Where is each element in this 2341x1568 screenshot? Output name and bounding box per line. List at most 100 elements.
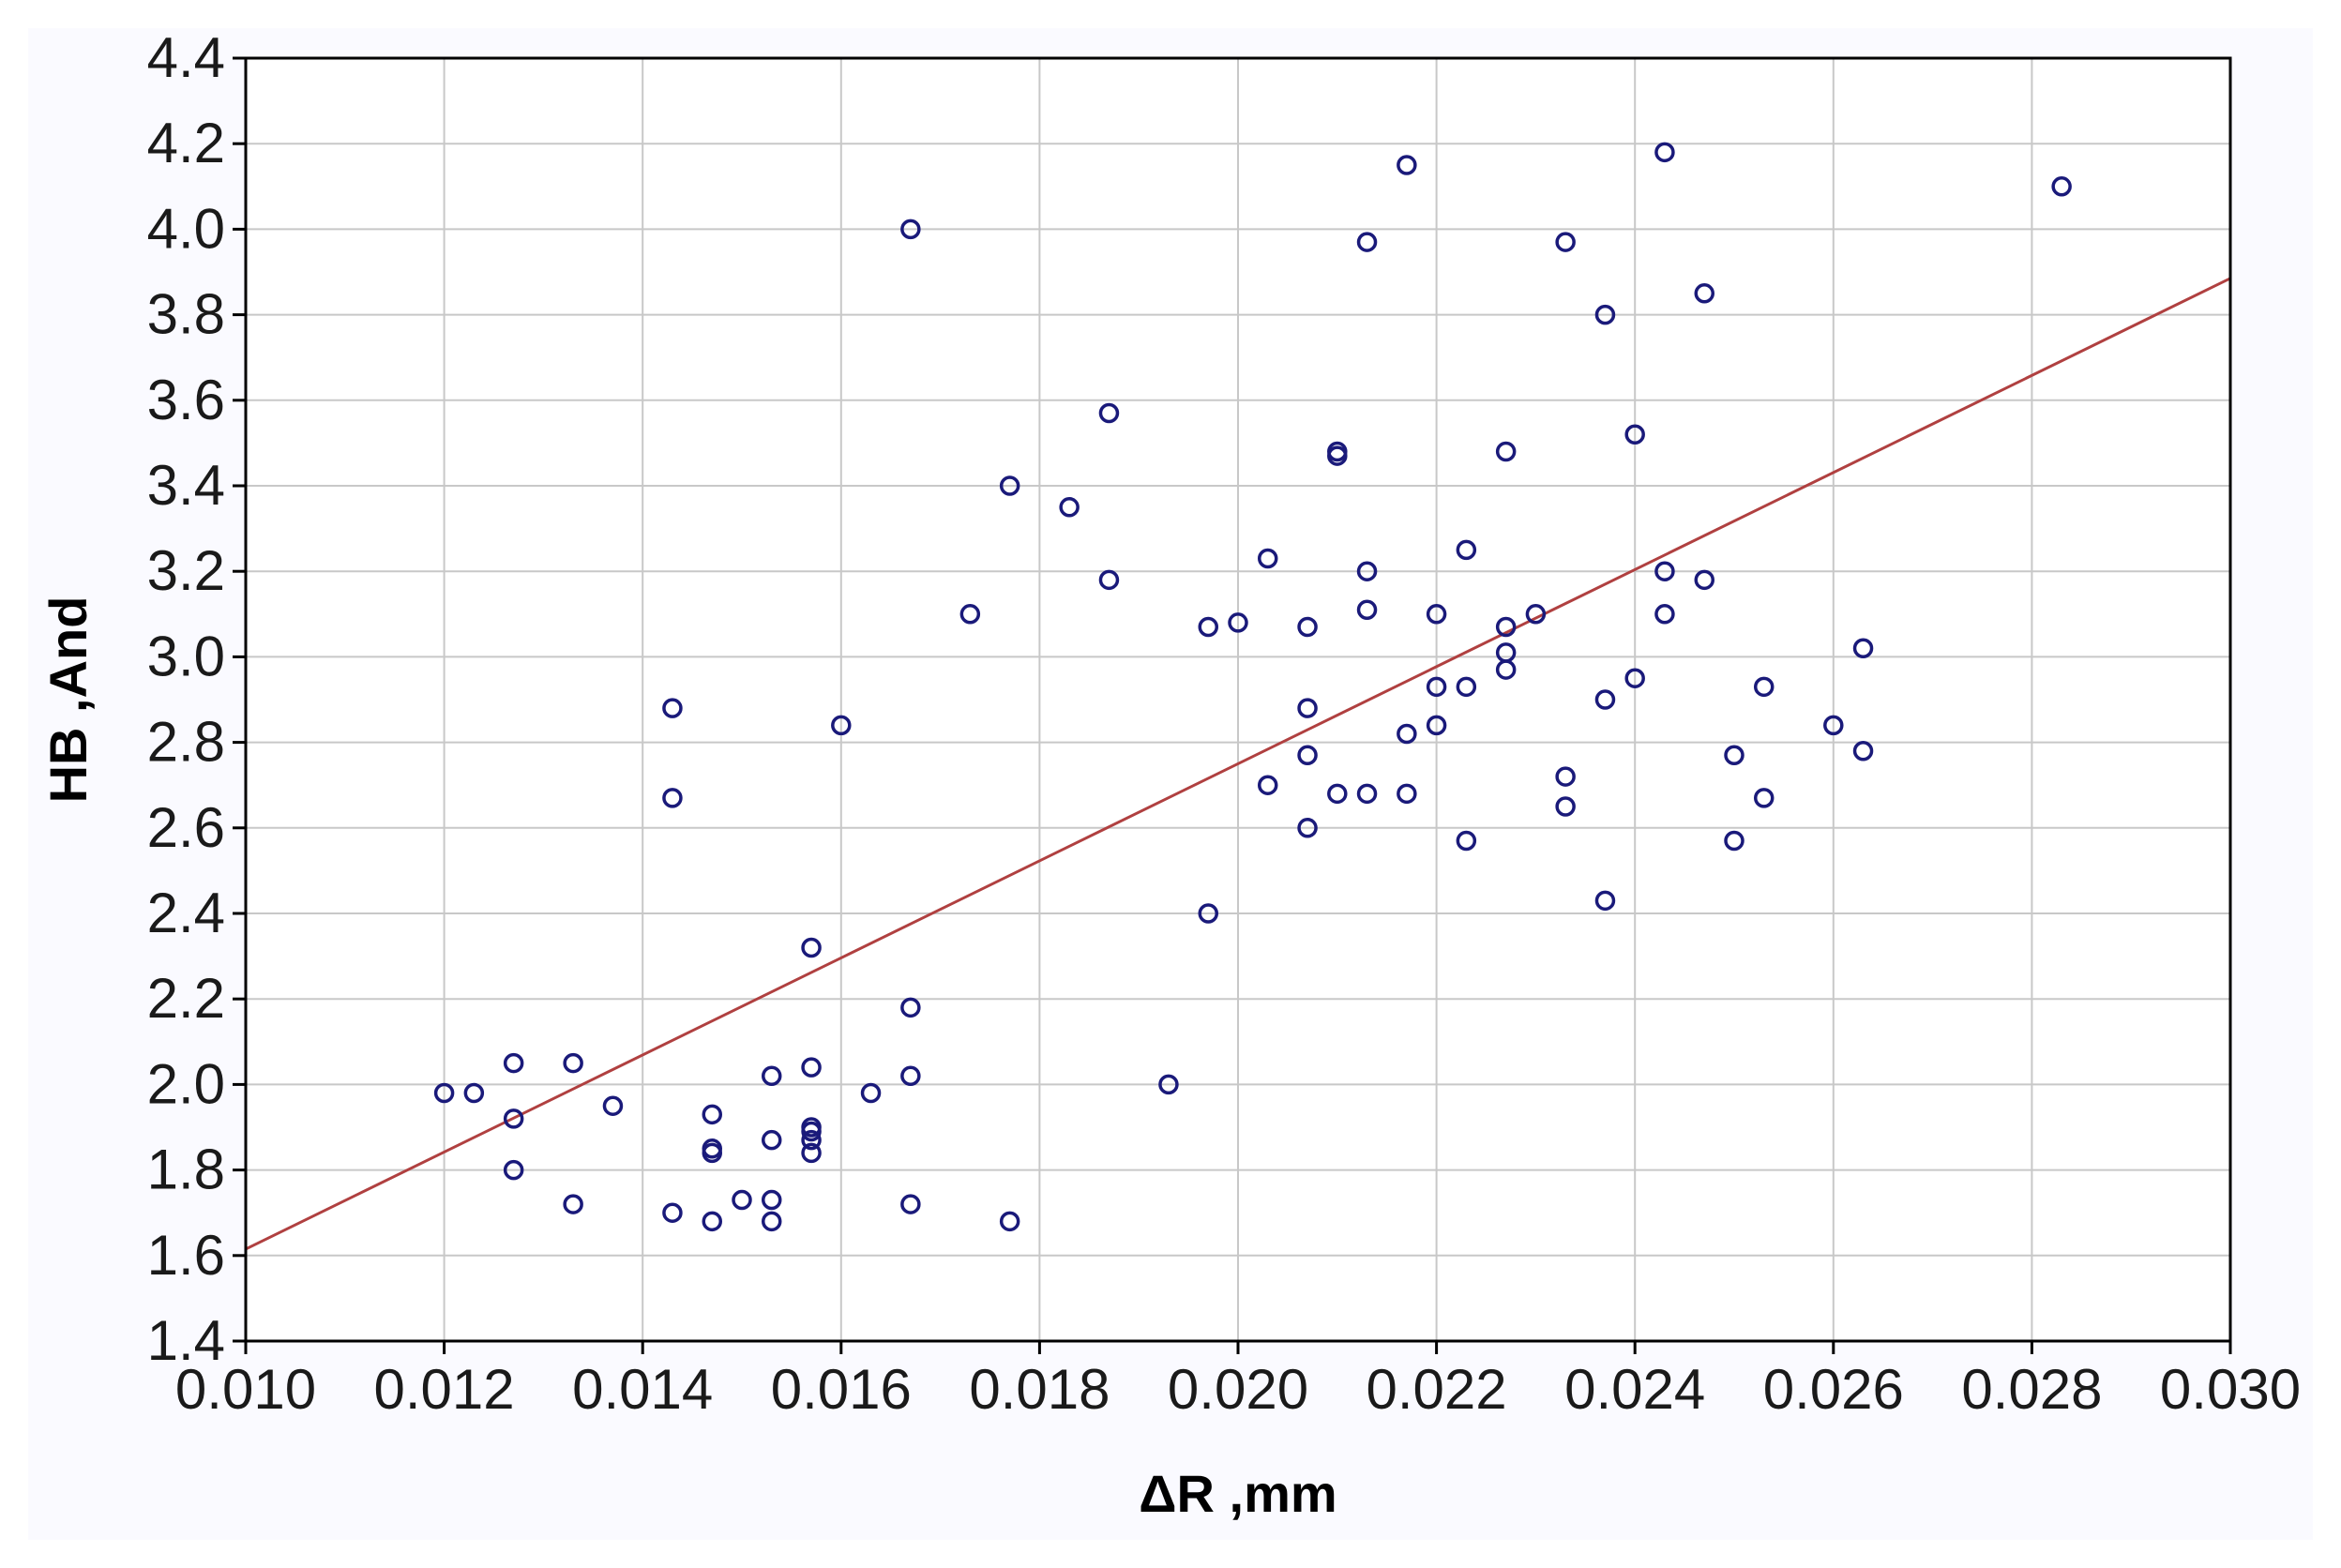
data-point [1356,232,1378,252]
data-point [900,1194,921,1214]
data-point [1852,740,1874,761]
y-tick-label: 2.8 [147,711,225,774]
data-point [1158,1074,1179,1095]
y-tick-label: 2.6 [147,796,225,859]
x-tick-labels: 0.010 0.012 0.014 0.016 0.018 0.020 0.022 0.024… [175,1358,2301,1421]
data-point [1654,604,1675,625]
data-point [1852,638,1874,659]
grid-layer [246,58,2230,1341]
fit-line-layer [245,277,2231,1251]
x-axis-title: ΔR ,mm [1139,1464,1337,1523]
y-tick-label: 3.4 [147,454,225,517]
tick-layer [233,56,2232,1354]
data-point [1823,715,1844,736]
y-tick-label: 3.6 [147,369,225,431]
data-point [1624,424,1645,445]
data-point [1356,783,1378,805]
data-point [1594,890,1616,912]
data-point [900,219,921,240]
y-tick-label: 1.8 [147,1138,225,1201]
data-point [702,1104,723,1125]
y-tick-label: 3.0 [147,625,225,687]
x-tick-label: 0.022 [1367,1358,1507,1421]
y-tick-label: 3.8 [147,283,225,346]
data-point [1297,745,1318,766]
data-point [1257,548,1278,569]
data-point [761,1065,782,1087]
data-point [761,1189,782,1211]
data-point [801,1142,822,1164]
data-point [1297,698,1318,718]
data-point [1495,659,1517,680]
data-point [1327,445,1348,466]
data-point [999,475,1020,496]
data-point [1594,689,1616,710]
data-point [1198,616,1219,638]
data-point [1356,561,1378,581]
y-tick-labels: 1.4 1.6 1.8 2.0 2.2 2.4 2.6 2.8 3.0 3.2 3.4 3.6 3.8 4… [147,26,225,1372]
data-point [662,698,683,718]
data-point [433,1082,455,1104]
y-tick-label: 1.6 [147,1224,225,1287]
data-point [860,1082,882,1104]
data-point [662,1202,683,1223]
y-tick-label: 4.0 [147,197,225,260]
data-point [1525,604,1547,625]
data-point [563,1194,583,1214]
data-point [503,1159,524,1181]
data-point [1098,402,1120,424]
x-tick-label: 0.016 [771,1358,912,1421]
data-point [801,1057,822,1078]
x-tick-label: 0.026 [1763,1358,1904,1421]
data-point [662,788,683,808]
x-tick-label: 0.014 [572,1358,713,1421]
data-point [1426,715,1447,736]
x-tick-label: 0.024 [1564,1358,1705,1421]
data-point [602,1095,624,1116]
x-tick-label: 0.012 [374,1358,515,1421]
data-point [1724,830,1744,852]
data-point [1694,569,1715,591]
data-point [1724,745,1744,766]
data-point [801,937,822,958]
data-point [999,1211,1020,1232]
data-point [1059,497,1080,518]
data-point [1397,723,1417,745]
data-point [761,1129,782,1151]
data-point [1753,788,1775,808]
data-point [702,1211,723,1232]
y-tick-label: 4.2 [147,112,225,174]
data-point [503,1108,524,1129]
x-tick-label: 0.020 [1168,1358,1308,1421]
regression-line [245,277,2231,1251]
data-point [1257,775,1278,795]
data-point [959,604,981,625]
data-point [563,1052,583,1074]
data-point [1594,304,1616,325]
data-point [1356,599,1378,620]
y-tick-label: 2.4 [147,882,225,944]
data-point [1495,441,1517,462]
y-tick-label: 2.0 [147,1052,225,1115]
data-point [1426,676,1447,698]
data-point [900,1065,921,1087]
data-point [1198,903,1219,924]
data-point [761,1211,782,1232]
data-point [1753,676,1775,698]
x-tick-label: 0.028 [1961,1358,2102,1421]
y-tick-label: 4.4 [147,26,225,89]
data-point [1397,155,1417,175]
data-point [1297,818,1318,838]
data-point [1555,232,1576,252]
data-point [1654,561,1675,581]
x-tick-label: 0.010 [175,1358,316,1421]
y-tick-label: 1.4 [147,1309,225,1372]
data-point [1624,668,1645,688]
data-point [1694,283,1715,304]
data-point [1297,616,1318,638]
data-point [503,1052,524,1074]
data-point [801,1121,822,1142]
data-point [463,1082,485,1104]
